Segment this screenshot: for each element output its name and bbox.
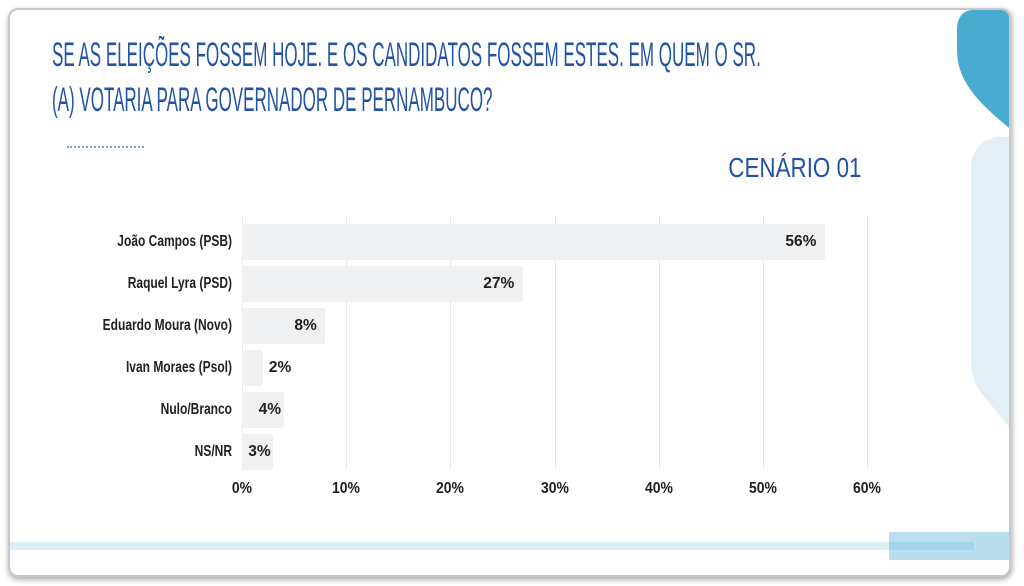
decor-bottom-stripe (889, 542, 974, 550)
slide-title-line-2: (A) VOTARIA PARA GOVERNADOR DE PERNAMBUC… (52, 81, 493, 119)
value-label: 8% (294, 317, 317, 334)
bar (242, 308, 326, 344)
decor-bottom-line (10, 542, 1009, 550)
x-axis-tick-label: 40% (644, 480, 673, 497)
x-axis-tick-label: 20% (436, 480, 465, 497)
gridline (554, 216, 556, 469)
decor-petal-top-icon (957, 10, 1009, 128)
chart-rows: João Campos (PSB) 56% Raquel Lyra (PSD) 27%… (10, 221, 910, 473)
bar-track: 27% (242, 263, 867, 305)
bar-track: 8% (242, 305, 867, 347)
bar-track: 3% (242, 431, 867, 473)
bar (242, 266, 524, 302)
category-label: Eduardo Moura (Novo) (102, 317, 232, 334)
category-label: João Campos (PSB) (117, 233, 232, 250)
gridline (867, 216, 868, 469)
decor-petal-side-icon (971, 137, 1009, 427)
gridline (658, 216, 660, 469)
category-label: NS/NR (194, 443, 232, 460)
category-label: Nulo/Branco (160, 401, 232, 418)
value-label: 56% (785, 233, 817, 250)
bar-track: 56% (242, 221, 867, 263)
chart-row: Ivan Moraes (Psol) 2% (10, 347, 910, 389)
bar-track: 4% (242, 389, 867, 431)
gridline (346, 216, 348, 469)
x-axis: 0% 10% 20% 30% 40% 50% 60% (10, 480, 1009, 500)
bar (242, 434, 274, 470)
chart-row: Eduardo Moura (Novo) 8% (10, 305, 910, 347)
value-label: 4% (258, 401, 282, 418)
value-label: 2% (268, 359, 292, 376)
slide-card: SE AS ELEIÇÕES FOSSEM HOJE. E OS CANDIDA… (8, 8, 1011, 577)
x-axis-tick-label: 60% (853, 480, 881, 497)
category-label: Raquel Lyra (PSD) (127, 275, 232, 292)
slide-title-line-1: SE AS ELEIÇÕES FOSSEM HOJE. E OS CANDIDA… (52, 36, 761, 74)
title-underline (67, 143, 144, 148)
chart-row: NS/NR 3% (10, 431, 910, 473)
gridline (450, 216, 452, 469)
slide-title: SE AS ELEIÇÕES FOSSEM HOJE. E OS CANDIDA… (52, 33, 761, 123)
x-axis-tick-label: 50% (748, 480, 777, 497)
category-label: Ivan Moraes (Psol) (125, 359, 232, 376)
chart-row: João Campos (PSB) 56% (10, 221, 910, 263)
bar (242, 224, 826, 260)
value-label: 27% (483, 275, 515, 292)
value-label: 3% (248, 443, 271, 460)
x-axis-tick-label: 30% (540, 480, 569, 497)
x-axis-tick-label: 10% (332, 480, 361, 497)
x-axis-tick-label: 0% (231, 480, 253, 497)
bar (242, 392, 284, 428)
chart-row: Nulo/Branco 4% (10, 389, 910, 431)
gridline (762, 216, 764, 469)
bar-track: 2% (242, 347, 867, 389)
bar (242, 350, 263, 386)
scenario-label: CENÁRIO 01 (727, 152, 861, 183)
chart-row: Raquel Lyra (PSD) 27% (10, 263, 910, 305)
